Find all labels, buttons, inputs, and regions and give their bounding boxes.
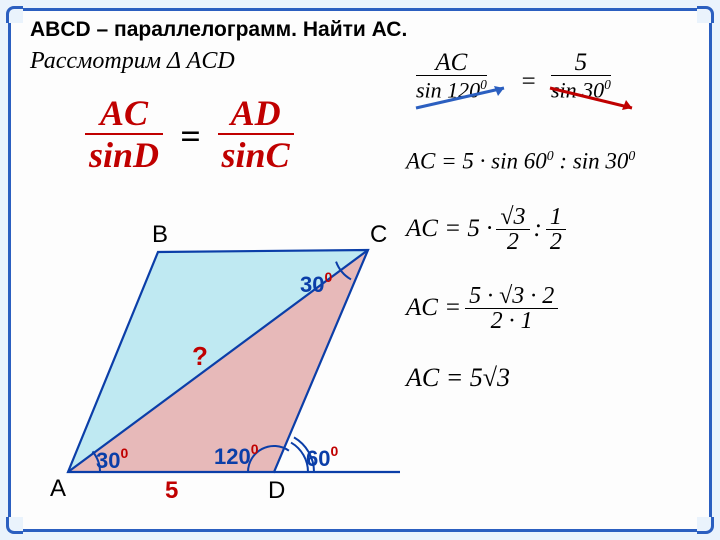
step-eq3: AC = 5 · √32 : 12 <box>406 205 686 254</box>
rhs-denominator: sinC <box>218 135 294 176</box>
svg-text:600: 600 <box>306 443 338 471</box>
step-eq4: AC = 5 · √3 · 22 · 1 <box>406 284 686 333</box>
svg-text:5: 5 <box>165 477 178 504</box>
lhs-numerator: AC <box>85 95 163 135</box>
consider-text: Рассмотрим Δ ACD <box>30 48 235 75</box>
corner-decoration <box>6 6 23 23</box>
law-of-sines-numeric: AC sin 1200 = 5 sin 300 <box>406 50 686 118</box>
lhs-denominator: sinD <box>85 135 163 176</box>
problem-title: ABCD – параллелограмм. Найти АС. <box>30 18 407 42</box>
svg-text:D: D <box>268 477 285 504</box>
step-eq5: AC = 5√3 <box>406 363 686 393</box>
parallelogram-figure: ABCD5?3001200600300 <box>30 210 410 520</box>
svg-text:C: C <box>370 221 387 248</box>
rhs-numerator: AD <box>218 95 294 135</box>
step-eq2: AC = 5 · sin 600 : sin 300 <box>406 148 686 175</box>
corner-decoration <box>697 517 714 534</box>
corner-decoration <box>697 6 714 23</box>
corner-decoration <box>6 517 23 534</box>
sine-rule-formula: AC sinD = AD sinC <box>85 95 294 176</box>
equals-sign: = <box>180 115 201 157</box>
svg-text:A: A <box>50 475 66 502</box>
svg-text:B: B <box>152 221 168 248</box>
derivation-steps: AC sin 1200 = 5 sin 300 AC = 5 · sin 600… <box>406 50 686 423</box>
svg-text:?: ? <box>192 341 208 371</box>
